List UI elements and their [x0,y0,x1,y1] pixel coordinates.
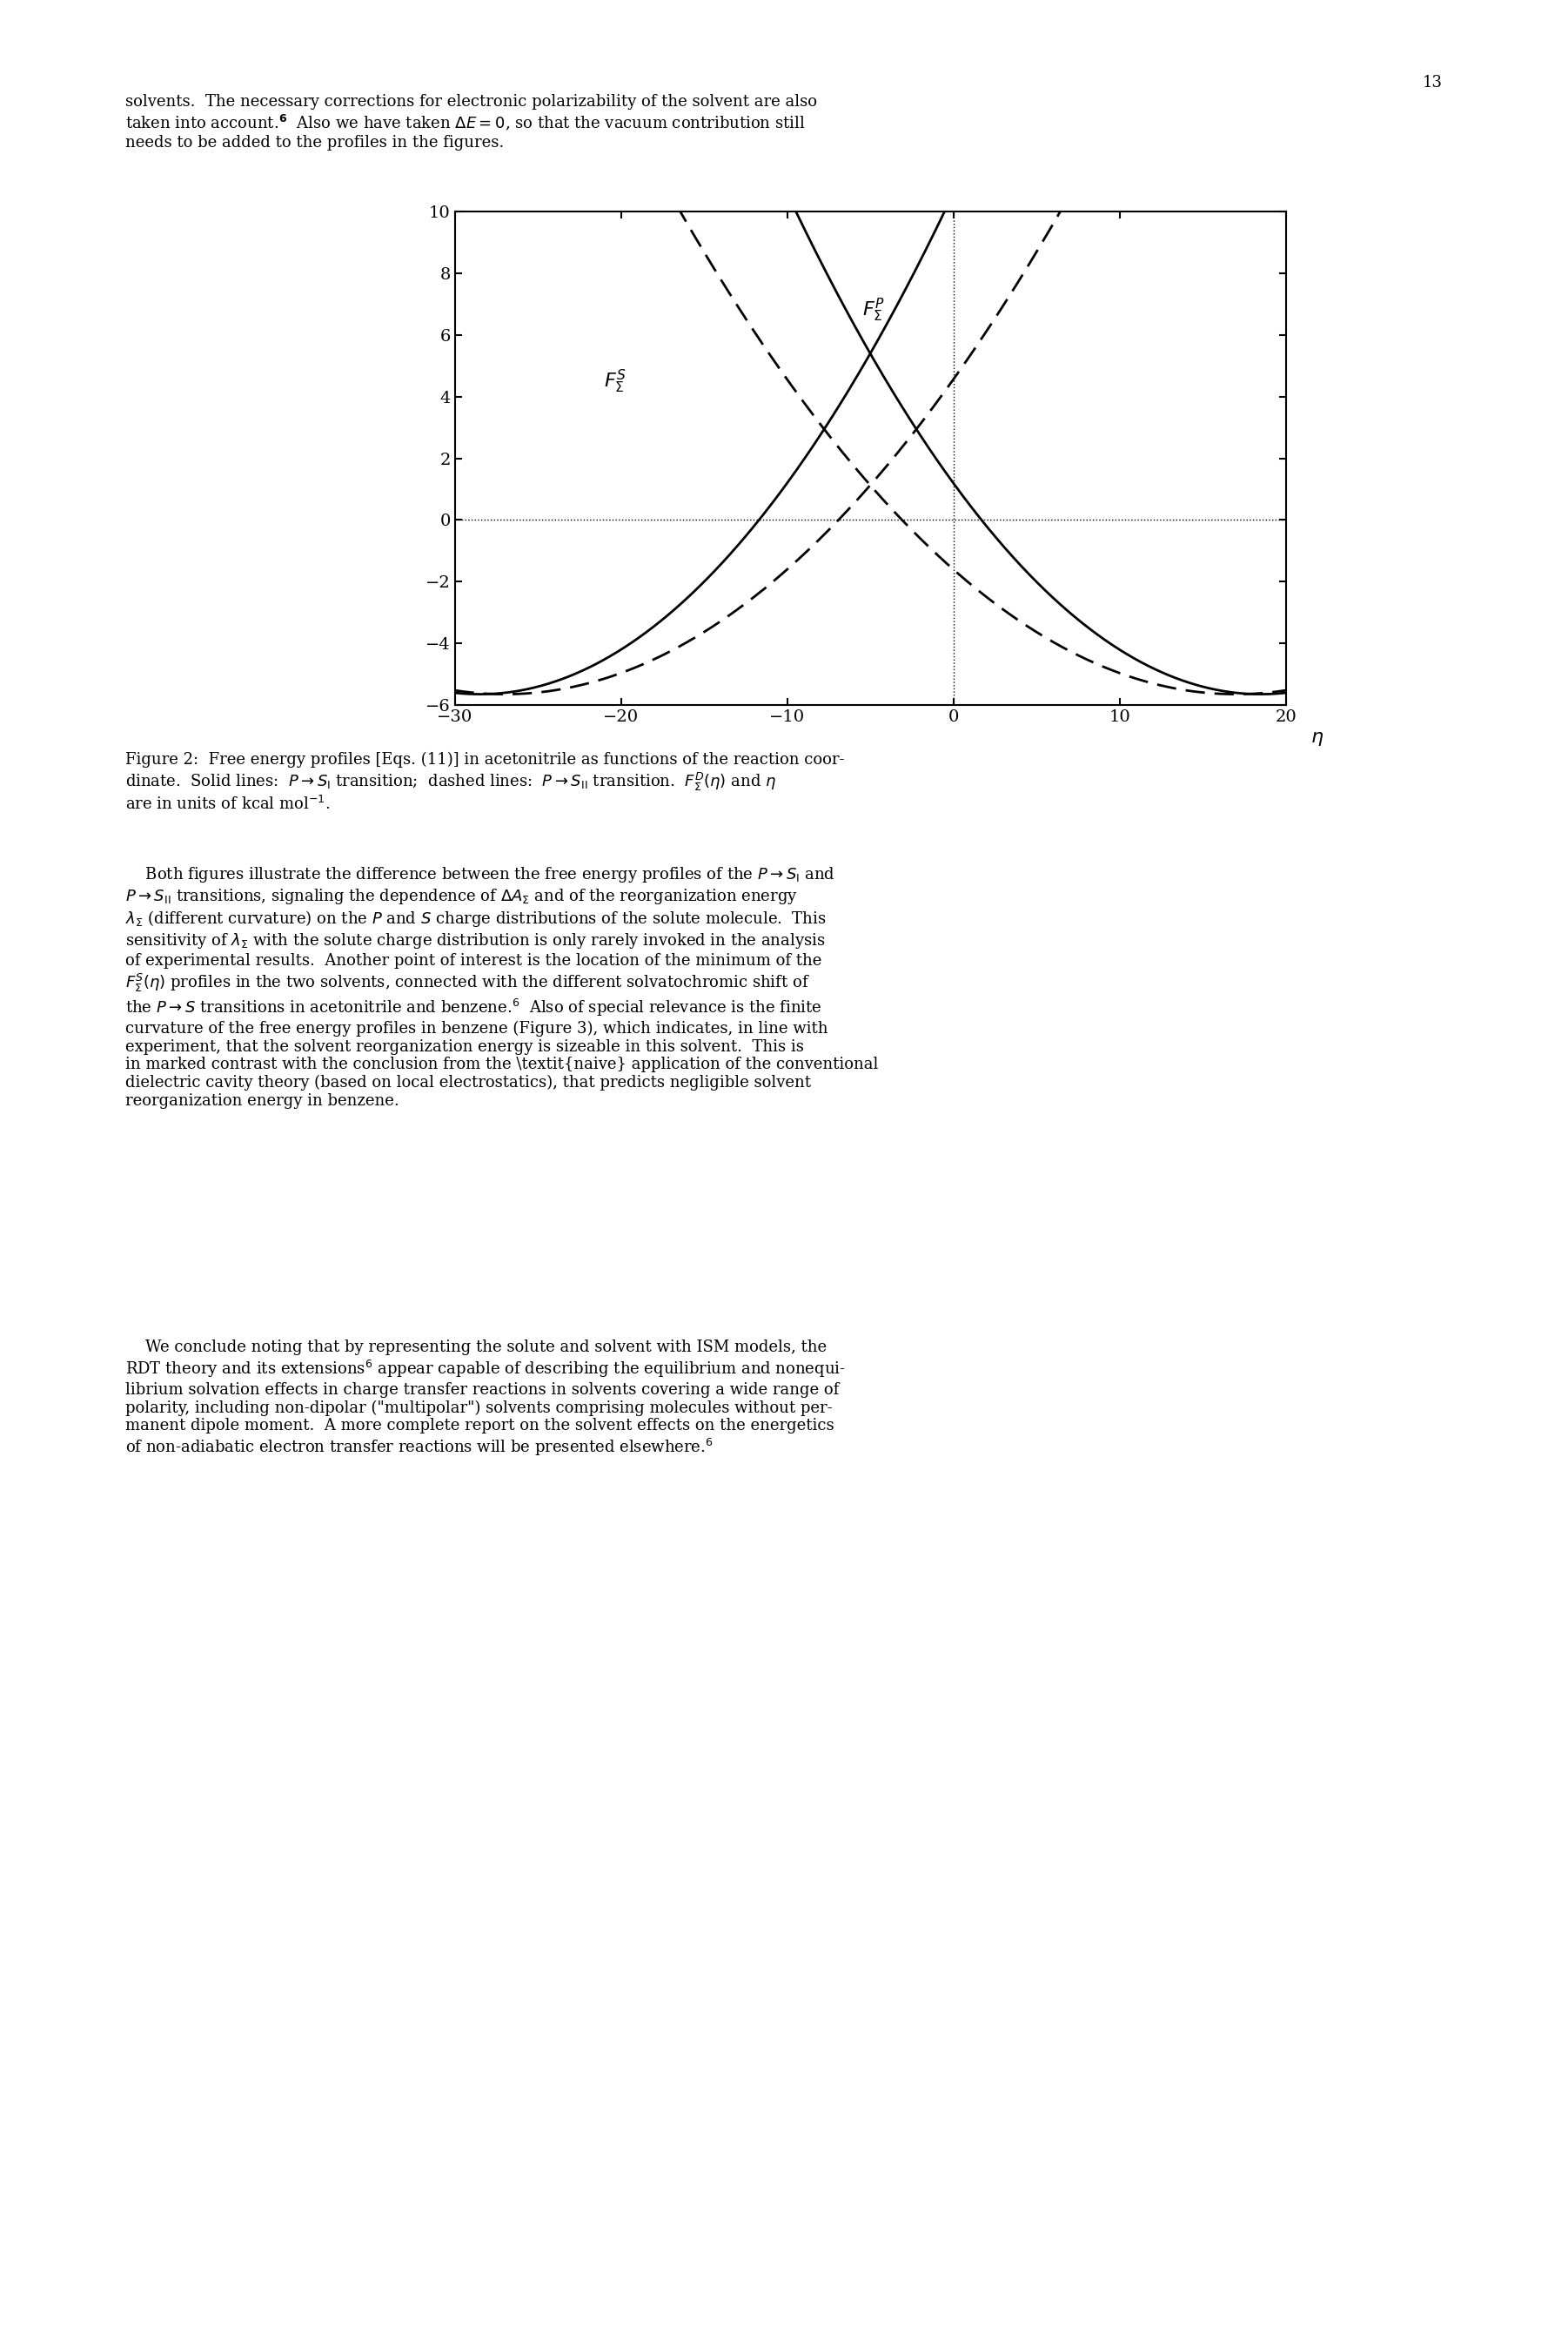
Text: Both figures illustrate the difference between the free energy profiles of the $: Both figures illustrate the difference b… [125,865,878,1109]
Text: solvents.  The necessary corrections for electronic polarizability of the solven: solvents. The necessary corrections for … [125,94,817,150]
Text: Figure 2:  Free energy profiles [Eqs. (11)] in acetonitrile as functions of the : Figure 2: Free energy profiles [Eqs. (11… [125,752,845,813]
Text: $\eta$: $\eta$ [1311,731,1323,747]
Text: We conclude noting that by representing the solute and solvent with ISM models, : We conclude noting that by representing … [125,1339,845,1457]
Text: 13: 13 [1422,75,1443,92]
Text: $F_{\Sigma}^{P}$: $F_{\Sigma}^{P}$ [862,296,884,324]
Text: $F_{\Sigma}^{S}$: $F_{\Sigma}^{S}$ [604,369,627,395]
